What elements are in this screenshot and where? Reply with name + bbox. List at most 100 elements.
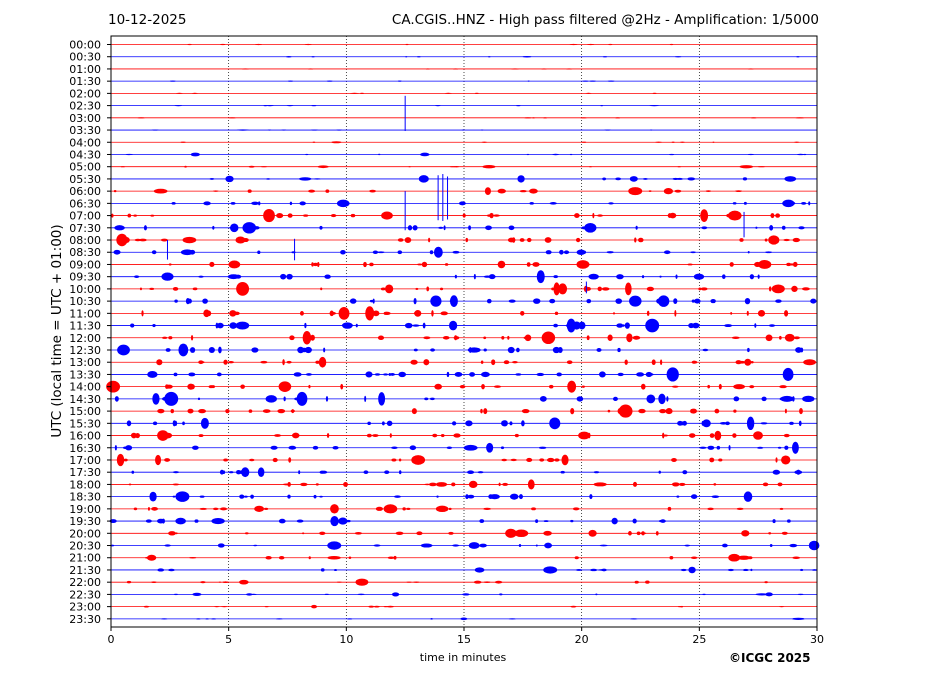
trace-burst [174,105,183,107]
trace-burst [522,55,532,58]
trace-burst [332,445,339,450]
trace-burst [507,237,516,243]
trace-burst [483,275,492,278]
trace-burst [574,556,579,560]
trace-burst [152,421,158,426]
trace-burst [125,153,133,156]
trace-burst [185,297,190,305]
trace-burst [168,568,175,572]
y-tick-label: 21:30 [69,564,101,577]
trace-burst [737,555,751,560]
trace-burst [349,92,360,94]
trace-burst [624,359,628,365]
trace-burst [477,471,484,474]
trace-burst [160,189,166,193]
trace-burst [320,568,325,572]
trace-burst [449,295,458,308]
trace-burst [308,556,311,560]
trace-burst [694,273,702,280]
trace-burst [486,442,494,453]
trace-burst [747,68,754,70]
trace-burst [728,445,731,451]
trace-burst [155,454,162,466]
trace-burst [796,469,801,475]
trace-burst [383,373,388,376]
trace-burst [462,213,466,218]
trace-burst [600,105,604,107]
trace-burst [674,310,677,317]
trace-burst [780,395,794,402]
trace-burst [205,618,209,620]
y-tick-label: 22:00 [69,576,101,589]
trace-burst [719,422,728,425]
trace-burst [601,568,607,572]
trace-burst [219,469,224,475]
trace-burst [420,543,433,548]
trace-burst [581,80,590,82]
trace-burst [397,80,402,82]
trace-burst [171,202,176,205]
trace-burst [702,348,709,352]
trace-burst [792,556,801,560]
trace-burst [604,129,612,131]
trace-burst [410,359,418,365]
trace-burst [341,322,353,329]
trace-burst [343,481,348,487]
trace-burst [433,246,443,258]
trace-burst [797,153,805,156]
trace-burst [483,348,487,352]
trace-burst [617,372,624,377]
trace-burst [484,187,491,196]
trace-burst [546,457,555,463]
trace-burst [518,544,522,547]
trace-burst [448,531,454,535]
trace-burst [746,416,755,431]
trace-burst [791,441,799,454]
trace-burst [444,263,449,266]
trace-burst [677,166,681,168]
trace-burst [638,408,646,414]
trace-burst [389,433,392,438]
trace-burst [227,361,235,364]
trace-burst [629,295,642,307]
trace-burst [280,273,287,280]
trace-burst [543,117,547,119]
trace-burst [240,384,245,389]
trace-burst [263,105,268,107]
trace-burst [254,43,263,46]
trace-burst [747,556,753,560]
trace-burst [658,470,661,474]
trace-burst [304,346,312,354]
trace-burst [739,238,744,242]
trace-burst [152,393,160,405]
trace-burst [347,618,353,620]
trace-burst [593,482,607,487]
trace-burst [599,371,606,378]
trace-burst [479,543,487,548]
trace-burst [799,407,803,415]
trace-burst [170,409,174,414]
trace-burst [718,383,722,390]
trace-burst [293,372,302,377]
trace-burst [474,567,485,573]
trace-burst [810,298,817,304]
trace-burst [265,395,277,403]
trace-burst [423,336,431,340]
trace-burst [786,262,791,267]
trace-burst [570,519,574,523]
trace-burst [377,335,385,341]
trace-burst [520,310,525,316]
trace-burst [416,56,421,58]
trace-burst [432,433,438,438]
trace-burst [143,605,150,608]
trace-burst [554,311,559,316]
trace-burst [230,202,236,205]
trace-burst [749,274,755,280]
trace-burst [278,518,286,524]
trace-burst [601,287,610,291]
trace-burst [747,251,750,254]
trace-burst [554,458,560,462]
trace-burst [777,482,783,487]
trace-burst [714,408,720,414]
trace-burst [742,177,748,181]
